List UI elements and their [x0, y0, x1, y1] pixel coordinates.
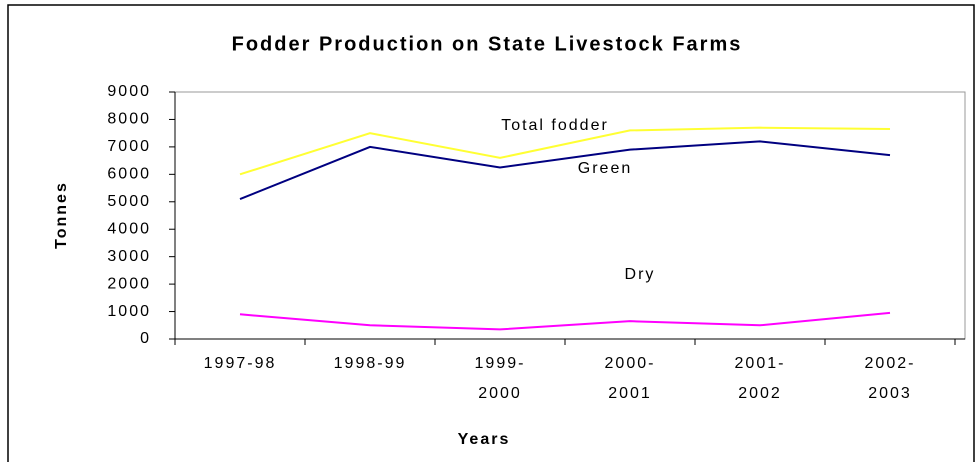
y-tick-label: 6000	[107, 166, 151, 183]
x-tick-label: 2002-2003	[864, 355, 916, 402]
x-tick-label: 2001-2002	[734, 355, 786, 402]
y-tick-label: 9000	[107, 83, 151, 100]
chart-title: Fodder Production on State Livestock Far…	[232, 33, 743, 55]
y-tick-label: 4000	[107, 220, 151, 237]
series-line	[239, 140, 891, 200]
series-label: Dry	[625, 266, 656, 283]
x-axis-label: Years	[458, 431, 511, 448]
y-tick-label: 0	[140, 330, 151, 347]
y-tick-label: 2000	[107, 275, 151, 292]
x-tick-label: 1998-99	[333, 355, 407, 372]
series-label: Green	[578, 160, 632, 177]
x-tick-label: 1997-98	[203, 355, 277, 372]
x-tick-label: 1999-2000	[474, 355, 526, 402]
y-tick-label: 5000	[107, 193, 151, 210]
y-tick-label: 7000	[107, 138, 151, 155]
y-tick-label: 3000	[107, 248, 151, 265]
series-line	[239, 311, 891, 331]
x-tick-label: 2000-2001	[604, 355, 656, 402]
y-tick-label: 8000	[107, 111, 151, 128]
series-label: Total fodder	[501, 117, 609, 134]
y-tick-label: 1000	[107, 303, 151, 320]
series-line	[239, 126, 891, 176]
frame	[7, 4, 975, 462]
y-axis-label: Tonnes	[53, 181, 70, 249]
